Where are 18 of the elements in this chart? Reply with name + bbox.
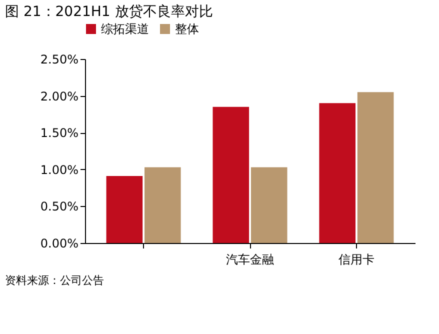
bar: [212, 106, 250, 243]
legend-label: 整体: [175, 22, 199, 36]
y-tick-label: 1.00%: [40, 162, 78, 177]
text: 资料来源：公司公告: [5, 274, 104, 287]
y-tick-label: 2.50%: [40, 52, 78, 66]
y-tick-label: 0.50%: [40, 200, 78, 214]
bar: [319, 103, 356, 243]
y-tick-label: 1.50%: [40, 126, 78, 140]
bar: [357, 92, 394, 243]
x-tick-label: 汽车金融: [226, 252, 274, 266]
bar: [144, 167, 181, 243]
chart-title: 图 21：2021H1 放贷不良率对比: [5, 4, 213, 20]
bar: [106, 176, 143, 243]
y-tick-label: 0.00%: [40, 236, 78, 250]
bar: [250, 167, 288, 243]
x-tick-label: 信用卡: [338, 252, 374, 266]
y-tick-label: 2.00%: [40, 89, 78, 104]
legend-label: 综拓渠道: [101, 22, 149, 36]
